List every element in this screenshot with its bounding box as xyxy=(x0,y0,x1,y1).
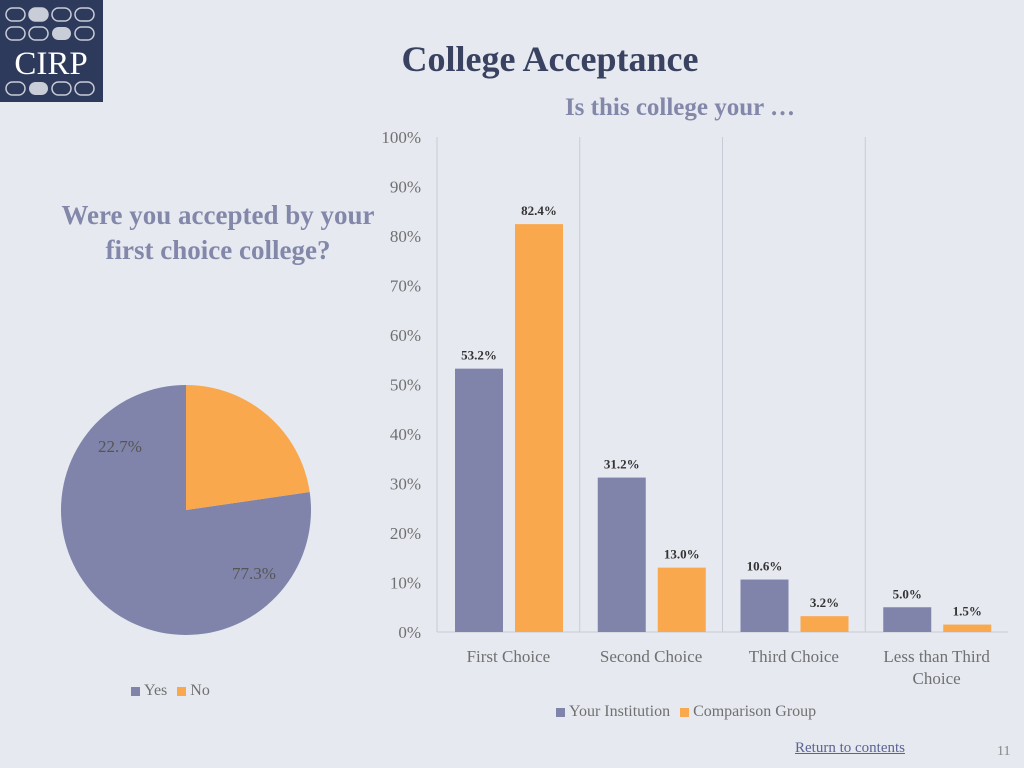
bar-data-label: 13.0% xyxy=(664,547,700,562)
bar-legend-label-institution: Your Institution xyxy=(569,703,671,720)
y-tick-label: 90% xyxy=(390,178,421,197)
x-category-label: First Choice xyxy=(467,647,551,666)
y-tick-label: 50% xyxy=(390,376,421,395)
page-number: 11 xyxy=(997,744,1011,759)
bar-data-label: 5.0% xyxy=(893,586,922,601)
legend-swatch-no xyxy=(177,686,187,696)
bar-comparison xyxy=(515,224,563,632)
x-category-label: Choice xyxy=(913,669,961,688)
legend-swatch-institution xyxy=(556,707,565,717)
pie-legend-label-yes: Yes xyxy=(144,682,168,699)
y-tick-label: 100% xyxy=(381,128,421,147)
logo-text: CIRP xyxy=(14,46,87,82)
bar-data-label: 10.6% xyxy=(747,559,783,574)
bar-data-label: 1.5% xyxy=(953,604,982,619)
x-category-label: Less than Third xyxy=(883,647,990,666)
pie-legend-item-yes: Yes xyxy=(131,682,167,700)
y-tick-label: 30% xyxy=(390,475,421,494)
bar-institution xyxy=(740,579,789,632)
y-tick-label: 0% xyxy=(398,623,421,642)
bar-comparison xyxy=(800,616,849,632)
bar-institution xyxy=(455,368,503,632)
y-tick-label: 60% xyxy=(390,326,421,345)
bar-data-label: 53.2% xyxy=(461,348,497,363)
bar-institution xyxy=(597,477,646,632)
bar-legend: Your Institution Comparison Group xyxy=(556,703,816,721)
pie-chart-title: Were you accepted by your first choice c… xyxy=(61,200,375,265)
bar-data-label: 82.4% xyxy=(521,203,557,218)
bar-legend-item-institution: Your Institution xyxy=(556,703,670,721)
y-tick-label: 70% xyxy=(390,277,421,296)
legend-swatch-yes xyxy=(131,686,140,696)
y-tick-label: 20% xyxy=(390,524,421,543)
x-category-label: Second Choice xyxy=(600,647,702,666)
pie-legend-label-no: No xyxy=(190,682,210,699)
bar-legend-item-comparison: Comparison Group xyxy=(680,703,816,721)
slide-title: College Acceptance xyxy=(401,39,699,79)
legend-swatch-comparison xyxy=(680,707,690,717)
pie-legend: Yes No xyxy=(131,682,210,700)
y-tick-label: 10% xyxy=(390,574,421,593)
pie-data-label: 22.7% xyxy=(98,437,142,456)
bar-data-label: 3.2% xyxy=(810,595,839,610)
bar-institution xyxy=(883,607,932,632)
bar-comparison xyxy=(657,567,706,632)
x-category-label: Third Choice xyxy=(749,647,839,666)
logo-graphic: CIRP xyxy=(5,7,95,96)
y-tick-label: 40% xyxy=(390,425,421,444)
bar-legend-label-comparison: Comparison Group xyxy=(693,703,817,720)
bar-data-label: 31.2% xyxy=(604,457,640,472)
cirp-logo: CIRP xyxy=(0,0,103,102)
y-tick-label: 80% xyxy=(390,227,421,246)
pie-data-label: 77.3% xyxy=(232,564,276,583)
return-to-contents-link[interactable]: Return to contents xyxy=(795,740,905,756)
bar-chart-title: Is this college your … xyxy=(564,94,796,121)
bar-comparison xyxy=(943,624,992,632)
pie-slice-no xyxy=(186,385,310,510)
pie-legend-item-no: No xyxy=(177,682,210,700)
